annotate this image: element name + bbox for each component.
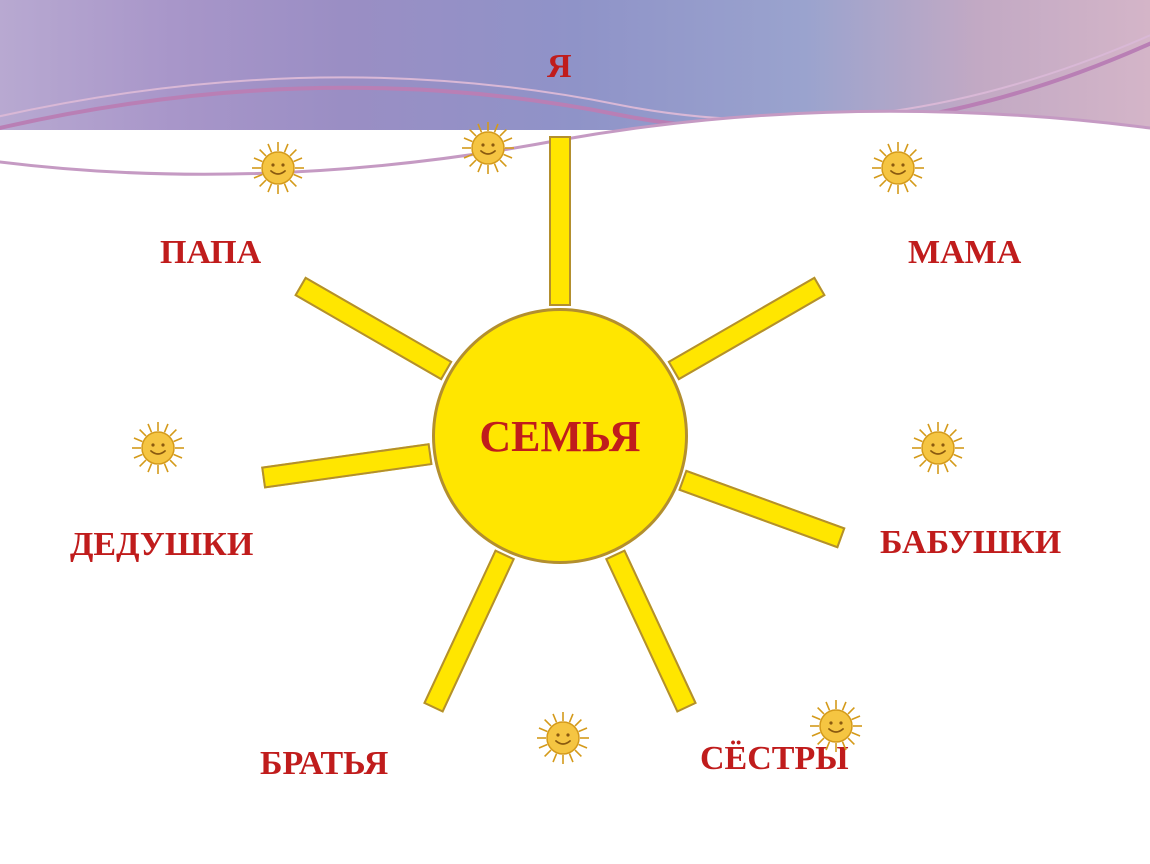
family-sun-diagram: Я МАМА БАБУШКИ СЁСТРЫ БРАТЬЯ ДЕДУШКИ П [0, 0, 1150, 864]
sun-icon [535, 710, 591, 766]
sun-icon [460, 120, 516, 176]
sun-ray [295, 276, 453, 380]
family-member-label: БАБУШКИ [880, 524, 1061, 562]
sun-icon [870, 140, 926, 196]
sun-ray [423, 549, 515, 712]
sun-icon [250, 140, 306, 196]
sun-ray [549, 136, 571, 306]
family-member-label: ДЕДУШКИ [70, 526, 253, 564]
sun-ray [678, 470, 845, 549]
center-circle: СЕМЬЯ [432, 308, 688, 564]
sun-ray [667, 276, 825, 380]
family-member-label: ПАПА [160, 234, 261, 272]
sun-icon [910, 420, 966, 476]
center-label: СЕМЬЯ [479, 411, 640, 462]
sun-ray [261, 443, 432, 488]
family-member-label: Я [547, 48, 572, 86]
family-member-label: МАМА [908, 234, 1021, 272]
sun-icon [808, 698, 864, 754]
family-member-label: БРАТЬЯ [260, 745, 388, 783]
sun-ray [605, 549, 697, 712]
sun-icon [130, 420, 186, 476]
